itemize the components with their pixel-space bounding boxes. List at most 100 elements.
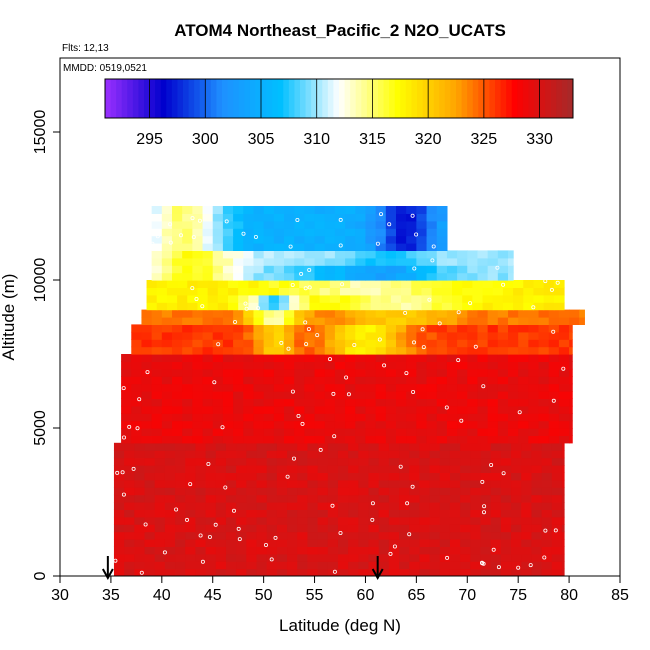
heat-cell bbox=[202, 250, 214, 259]
sample-point bbox=[115, 470, 120, 475]
heat-cell bbox=[236, 553, 247, 562]
heat-cell bbox=[327, 546, 339, 555]
heat-cell bbox=[426, 317, 438, 325]
colorbar-step bbox=[389, 79, 396, 118]
heat-cell bbox=[477, 376, 489, 385]
heat-cell bbox=[253, 368, 265, 377]
heat-cell bbox=[541, 539, 553, 547]
heat-cell bbox=[222, 331, 234, 340]
heat-cell bbox=[164, 524, 176, 533]
heat-cell bbox=[385, 331, 397, 340]
heat-cell bbox=[294, 420, 305, 429]
heat-cell bbox=[477, 265, 489, 274]
heat-cell bbox=[287, 516, 298, 525]
heat-cell bbox=[256, 561, 268, 570]
heat-cell bbox=[324, 243, 336, 251]
heat-cell bbox=[276, 516, 288, 525]
sample-point bbox=[232, 319, 237, 324]
heat-cell bbox=[406, 339, 417, 348]
sample-point bbox=[213, 522, 218, 527]
heat-cell bbox=[166, 280, 178, 288]
heat-cell bbox=[528, 339, 540, 348]
heat-cell bbox=[182, 420, 193, 429]
heat-cell bbox=[334, 324, 346, 333]
sample-point bbox=[555, 280, 560, 285]
heat-cell bbox=[511, 479, 522, 488]
heat-cell bbox=[131, 405, 143, 414]
heat-cell bbox=[541, 450, 553, 459]
heat-cell bbox=[355, 413, 367, 422]
heat-cell bbox=[131, 339, 143, 348]
heat-cell bbox=[500, 539, 512, 547]
heat-cell bbox=[457, 272, 468, 281]
heat-cell bbox=[175, 524, 186, 533]
heat-cell bbox=[487, 250, 499, 259]
heat-cell bbox=[268, 294, 280, 303]
heat-cell bbox=[518, 331, 529, 340]
colorbar-step bbox=[355, 79, 362, 118]
heat-cell bbox=[409, 561, 421, 570]
heat-cell bbox=[460, 487, 471, 496]
heat-cell bbox=[141, 331, 153, 340]
heat-cell bbox=[273, 206, 285, 214]
sample-point bbox=[427, 297, 432, 302]
heat-cell bbox=[490, 516, 502, 525]
heat-cell bbox=[172, 272, 183, 281]
heat-cell bbox=[297, 516, 309, 525]
heat-cell bbox=[284, 368, 295, 377]
heat-cell bbox=[416, 368, 428, 377]
heat-cell bbox=[375, 272, 387, 281]
heat-cell bbox=[419, 465, 431, 473]
heat-cell bbox=[212, 391, 224, 399]
heat-cell bbox=[212, 206, 224, 214]
heat-cell bbox=[365, 272, 377, 281]
heat-cell bbox=[370, 280, 382, 288]
heat-cell bbox=[284, 206, 295, 214]
heat-cell bbox=[154, 561, 166, 570]
heat-cell bbox=[378, 568, 390, 576]
heat-cell bbox=[222, 213, 234, 222]
heat-cell bbox=[368, 561, 380, 570]
heat-cell bbox=[297, 442, 309, 451]
colorbar: 295 300 305 310 315 320 325 330 bbox=[104, 78, 574, 148]
heat-cell bbox=[487, 405, 499, 414]
heat-cell bbox=[378, 546, 390, 555]
heat-cell bbox=[449, 531, 461, 540]
heat-cell bbox=[446, 405, 458, 414]
heat-cell bbox=[399, 479, 410, 488]
colorbar-step bbox=[283, 79, 290, 118]
heat-cell bbox=[222, 317, 234, 325]
heat-cell bbox=[409, 487, 421, 496]
heat-cell bbox=[297, 553, 309, 562]
heat-cell bbox=[222, 383, 234, 392]
heat-cell bbox=[248, 280, 260, 288]
heat-cell bbox=[182, 317, 193, 325]
heat-cell bbox=[172, 250, 183, 259]
heat-cell bbox=[467, 339, 479, 348]
colorbar-step bbox=[322, 79, 329, 118]
heat-cell bbox=[487, 257, 499, 266]
heat-cell bbox=[256, 494, 268, 503]
heat-cell bbox=[355, 420, 367, 429]
heat-cell bbox=[151, 339, 163, 348]
heat-cell bbox=[233, 376, 244, 385]
sample-point bbox=[459, 418, 464, 423]
heat-cell bbox=[439, 509, 451, 518]
heat-cell bbox=[113, 509, 125, 518]
heat-cell bbox=[263, 206, 275, 214]
heat-cell bbox=[439, 472, 451, 481]
heat-cell bbox=[256, 524, 268, 533]
heat-cell bbox=[487, 391, 499, 399]
heat-cell bbox=[263, 368, 275, 377]
heat-cell bbox=[202, 324, 214, 333]
heat-cell bbox=[246, 516, 258, 525]
heat-cell bbox=[225, 516, 237, 525]
heat-cell bbox=[195, 442, 207, 451]
heat-cell bbox=[497, 346, 509, 355]
heat-cell bbox=[551, 561, 563, 570]
heat-cell bbox=[172, 206, 183, 214]
heat-cell bbox=[304, 272, 316, 281]
heat-cell bbox=[431, 280, 443, 288]
heat-cell bbox=[521, 487, 533, 496]
heat-cell bbox=[355, 213, 367, 222]
